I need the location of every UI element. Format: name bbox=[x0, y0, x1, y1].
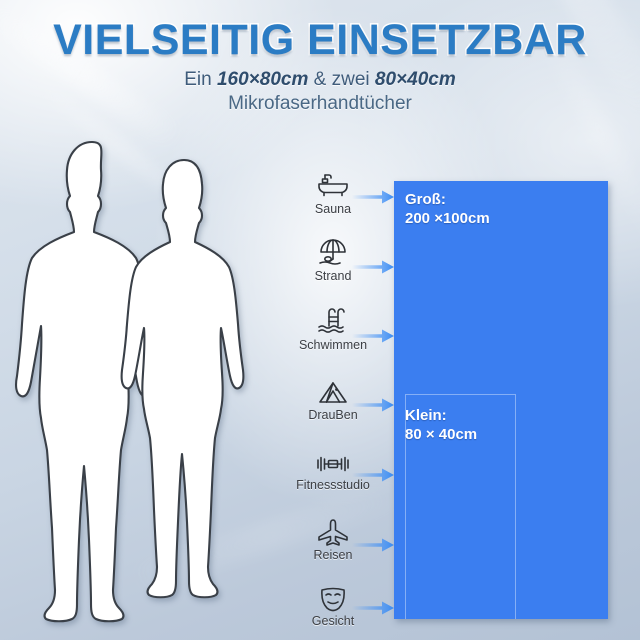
tent-icon bbox=[272, 376, 394, 406]
towel-small-caption: Klein: 80 × 40cm bbox=[405, 406, 477, 444]
towel-small-label: Klein: bbox=[405, 407, 447, 424]
subtitle-product: Mikrofaserhandtücher bbox=[228, 93, 412, 114]
beach-umbrella-icon bbox=[272, 237, 394, 267]
subtitle-prefix: Ein bbox=[184, 69, 217, 90]
size-small-text: 80×40cm bbox=[374, 69, 456, 90]
use-case-draussen[interactable]: DrauBen bbox=[272, 376, 394, 422]
arrow-right-icon bbox=[352, 328, 394, 344]
use-case-gesicht[interactable]: Gesicht bbox=[272, 582, 394, 628]
use-case-list: Sauna Strand bbox=[272, 170, 394, 632]
towel-small-size: 80 × 40cm bbox=[405, 426, 478, 444]
use-case-fitnessstudio[interactable]: Fitnessstudio bbox=[272, 446, 394, 492]
towel-large-size: 200 ×100cm bbox=[405, 210, 490, 228]
use-case-reisen[interactable]: Reisen bbox=[272, 516, 394, 562]
use-case-sauna[interactable]: Sauna bbox=[272, 170, 394, 216]
use-case-label: Reisen bbox=[313, 548, 353, 562]
arrow-right-icon bbox=[352, 397, 394, 413]
use-case-label: Strand bbox=[314, 269, 352, 283]
subtitle-sizes: Ein 160×80cm & zwei 80×40cm bbox=[0, 69, 640, 91]
arrow-right-icon bbox=[352, 600, 394, 616]
arrow-right-icon bbox=[352, 537, 394, 553]
swimming-pool-icon bbox=[272, 306, 394, 336]
header: VIELSEITIG EINSETZBAR Ein 160×80cm & zwe… bbox=[0, 0, 640, 115]
human-silhouettes bbox=[14, 128, 284, 628]
towel-large-caption: Groß: 200 ×100cm bbox=[405, 190, 490, 228]
arrow-right-icon bbox=[352, 259, 394, 275]
towel-large-panel: Groß: 200 ×100cm Klein: 80 × 40cm bbox=[394, 181, 608, 619]
towel-small-outline bbox=[405, 394, 516, 619]
use-case-strand[interactable]: Strand bbox=[272, 237, 394, 283]
use-case-label: Fitnessstudio bbox=[296, 478, 370, 492]
use-case-label: Schwimmen bbox=[298, 338, 368, 352]
use-case-label: DrauBen bbox=[308, 408, 358, 422]
use-case-label: Sauna bbox=[314, 202, 352, 216]
towel-large-label: Groß: bbox=[405, 191, 446, 208]
dumbbell-icon bbox=[272, 446, 394, 476]
subtitle-middle: & zwei bbox=[308, 69, 375, 90]
page-title: VIELSEITIG EINSETZBAR bbox=[52, 15, 588, 66]
bathtub-icon bbox=[272, 170, 394, 200]
use-case-schwimmen[interactable]: Schwimmen bbox=[272, 306, 394, 352]
use-case-label: Gesicht bbox=[311, 614, 355, 628]
arrow-right-icon bbox=[352, 189, 394, 205]
arrow-right-icon bbox=[352, 467, 394, 483]
female-silhouette bbox=[120, 158, 245, 599]
airplane-icon bbox=[272, 516, 394, 546]
face-mask-icon bbox=[272, 582, 394, 612]
size-large-text: 160×80cm bbox=[216, 69, 309, 90]
